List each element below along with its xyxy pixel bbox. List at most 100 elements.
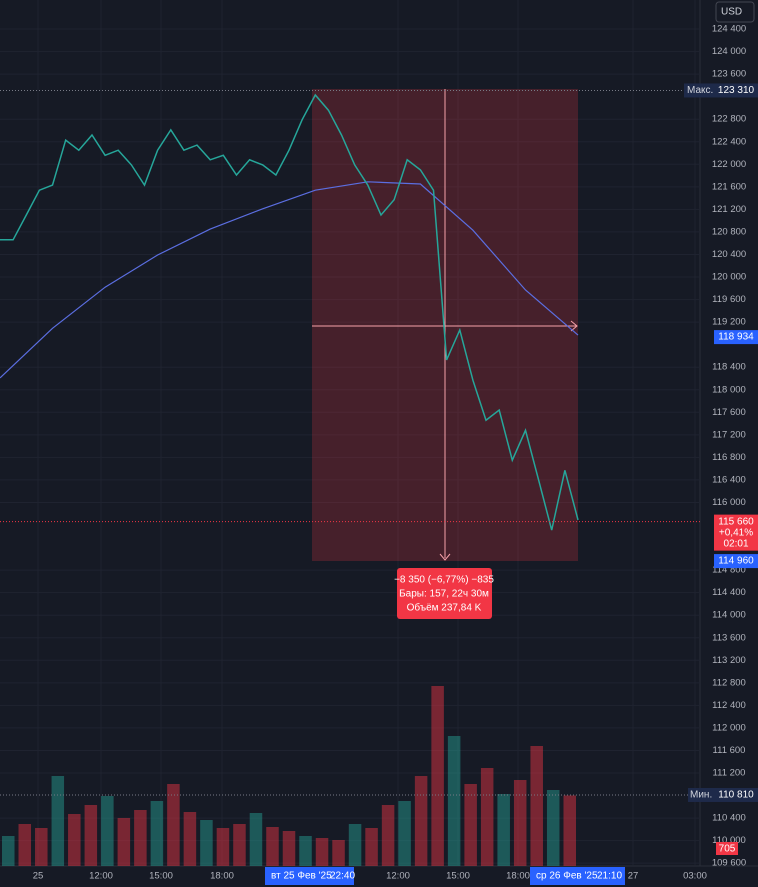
y-tick-label: 113 600	[712, 632, 746, 643]
volume-bar	[68, 814, 81, 866]
x-tick-label: 15:00	[149, 871, 173, 882]
x-highlight	[530, 867, 625, 885]
x-tick-label: 12:00	[386, 871, 410, 882]
y-tick-label: 122 400	[712, 136, 746, 147]
volume-bar	[299, 836, 312, 866]
volume-bar	[315, 838, 329, 866]
volume-bar	[530, 746, 543, 866]
currency-button[interactable]	[715, 1, 755, 23]
measure-arrow	[570, 320, 578, 332]
volume-bar	[84, 805, 98, 866]
volume-bar	[414, 776, 428, 866]
y-tick-label: 110 000	[712, 835, 746, 846]
volume-bar	[497, 794, 510, 866]
y-tick-label: 118 400	[712, 362, 746, 373]
y-tick-label: 112 400	[712, 700, 746, 711]
y-tick-label: 117 200	[712, 429, 746, 440]
last-timer: 02:01	[723, 538, 748, 549]
min-label: Мин.	[690, 790, 712, 801]
x-tick-label: 18:00	[506, 871, 530, 882]
price-tag	[714, 554, 758, 569]
x-tick-label: 03:00	[683, 871, 707, 882]
price-tag	[714, 514, 758, 551]
volume-bar	[150, 801, 164, 866]
y-tick-label: 124 400	[712, 24, 746, 35]
x-tick-label: 25	[33, 871, 44, 882]
price-tag	[714, 330, 758, 345]
price-tag-label: 114 960	[718, 556, 754, 567]
volume-bar	[348, 824, 362, 866]
volume-bar	[282, 831, 296, 866]
currency[interactable]: USD	[721, 7, 742, 18]
y-tick-label: 120 800	[712, 226, 746, 237]
volume-bar	[381, 805, 395, 866]
label-box	[684, 83, 714, 98]
volume-bar	[249, 813, 263, 866]
y-tick-label: 114 000	[712, 610, 746, 621]
volume-bar	[563, 795, 576, 866]
y-tick-label: 116 000	[712, 497, 746, 508]
grid: 124 400 124 000 123 600 122 800 122 400 122 0…	[0, 0, 746, 869]
y-tick-label: 119 600	[712, 294, 746, 305]
volume-bar	[480, 768, 494, 866]
ma-line	[0, 181, 579, 379]
volume-bar	[398, 801, 411, 866]
price-line	[0, 93, 579, 531]
volume-bar	[117, 818, 131, 866]
price-tags: 123 310 Макс. 118 934 115 660+0,41%02:01 114…	[0, 83, 758, 802]
y-tick-label: 121 200	[712, 204, 746, 215]
y-tick-label: 123 600	[712, 69, 746, 80]
y-tick-label: 116 400	[712, 474, 746, 485]
price-tag	[714, 83, 758, 98]
y-tick-label: 114 800	[712, 565, 746, 576]
volume-tag-label: 705	[719, 844, 736, 855]
max-label: Макс.	[687, 85, 713, 96]
x-tick-label: 15:00	[446, 871, 470, 882]
time-axis: 25 12:00 15:00 18:00 12:00 15:00 18:00 27 03:00 в…	[33, 867, 707, 885]
y-tick-label: 124 000	[712, 46, 746, 57]
measure-arrow	[439, 553, 451, 561]
measure-label-box	[397, 568, 492, 619]
volume-bar	[101, 796, 114, 866]
volume-bar	[332, 840, 345, 866]
volume-bar	[216, 828, 230, 866]
price-tag-label: 110 810	[718, 790, 754, 801]
series	[0, 93, 579, 531]
y-tick-label: 116 800	[712, 452, 746, 463]
volume-bar	[546, 790, 560, 866]
y-tick-label: 120 000	[712, 272, 746, 283]
price-tag-label: 123 310	[718, 85, 755, 96]
volume-bar	[447, 736, 461, 866]
x-highlight-label: ср 26 Фев '25	[536, 871, 598, 882]
y-tick-label: 120 400	[712, 249, 746, 260]
y-tick-label: 112 000	[712, 722, 746, 733]
volume-bar	[266, 827, 279, 866]
x-tick-label: 12:00	[89, 871, 113, 882]
y-tick-label: 109 600	[712, 858, 746, 869]
y-tick-label: 122 000	[712, 159, 746, 170]
y-tick-label: 121 600	[712, 181, 746, 192]
x-highlight	[265, 867, 354, 885]
last-change: +0,41%	[719, 527, 753, 538]
volume-bar	[134, 810, 147, 866]
volume-bar	[365, 828, 378, 866]
y-tick-label: 122 800	[712, 114, 746, 125]
measure-text: −8 350 (−6,77%) −835	[394, 575, 494, 586]
volume-bar	[35, 828, 48, 866]
price-tag	[714, 787, 758, 802]
x-tick-label: 27	[628, 871, 639, 882]
volume-bar	[464, 784, 477, 866]
volume-bar	[431, 686, 444, 866]
volume-bar	[2, 836, 15, 866]
x-highlight-label: 21:10	[597, 871, 622, 882]
volume-tag	[716, 842, 738, 855]
y-tick-label: 117 600	[712, 407, 746, 418]
x-highlight-label: вт 25 Фев '25	[271, 871, 332, 882]
volume: 705	[2, 686, 738, 866]
x-highlight-label: 22:40	[330, 871, 355, 882]
volume-bar	[167, 784, 180, 866]
volume-bar	[183, 812, 197, 866]
y-tick-label: 112 800	[712, 677, 746, 688]
volume-bar	[513, 780, 527, 866]
